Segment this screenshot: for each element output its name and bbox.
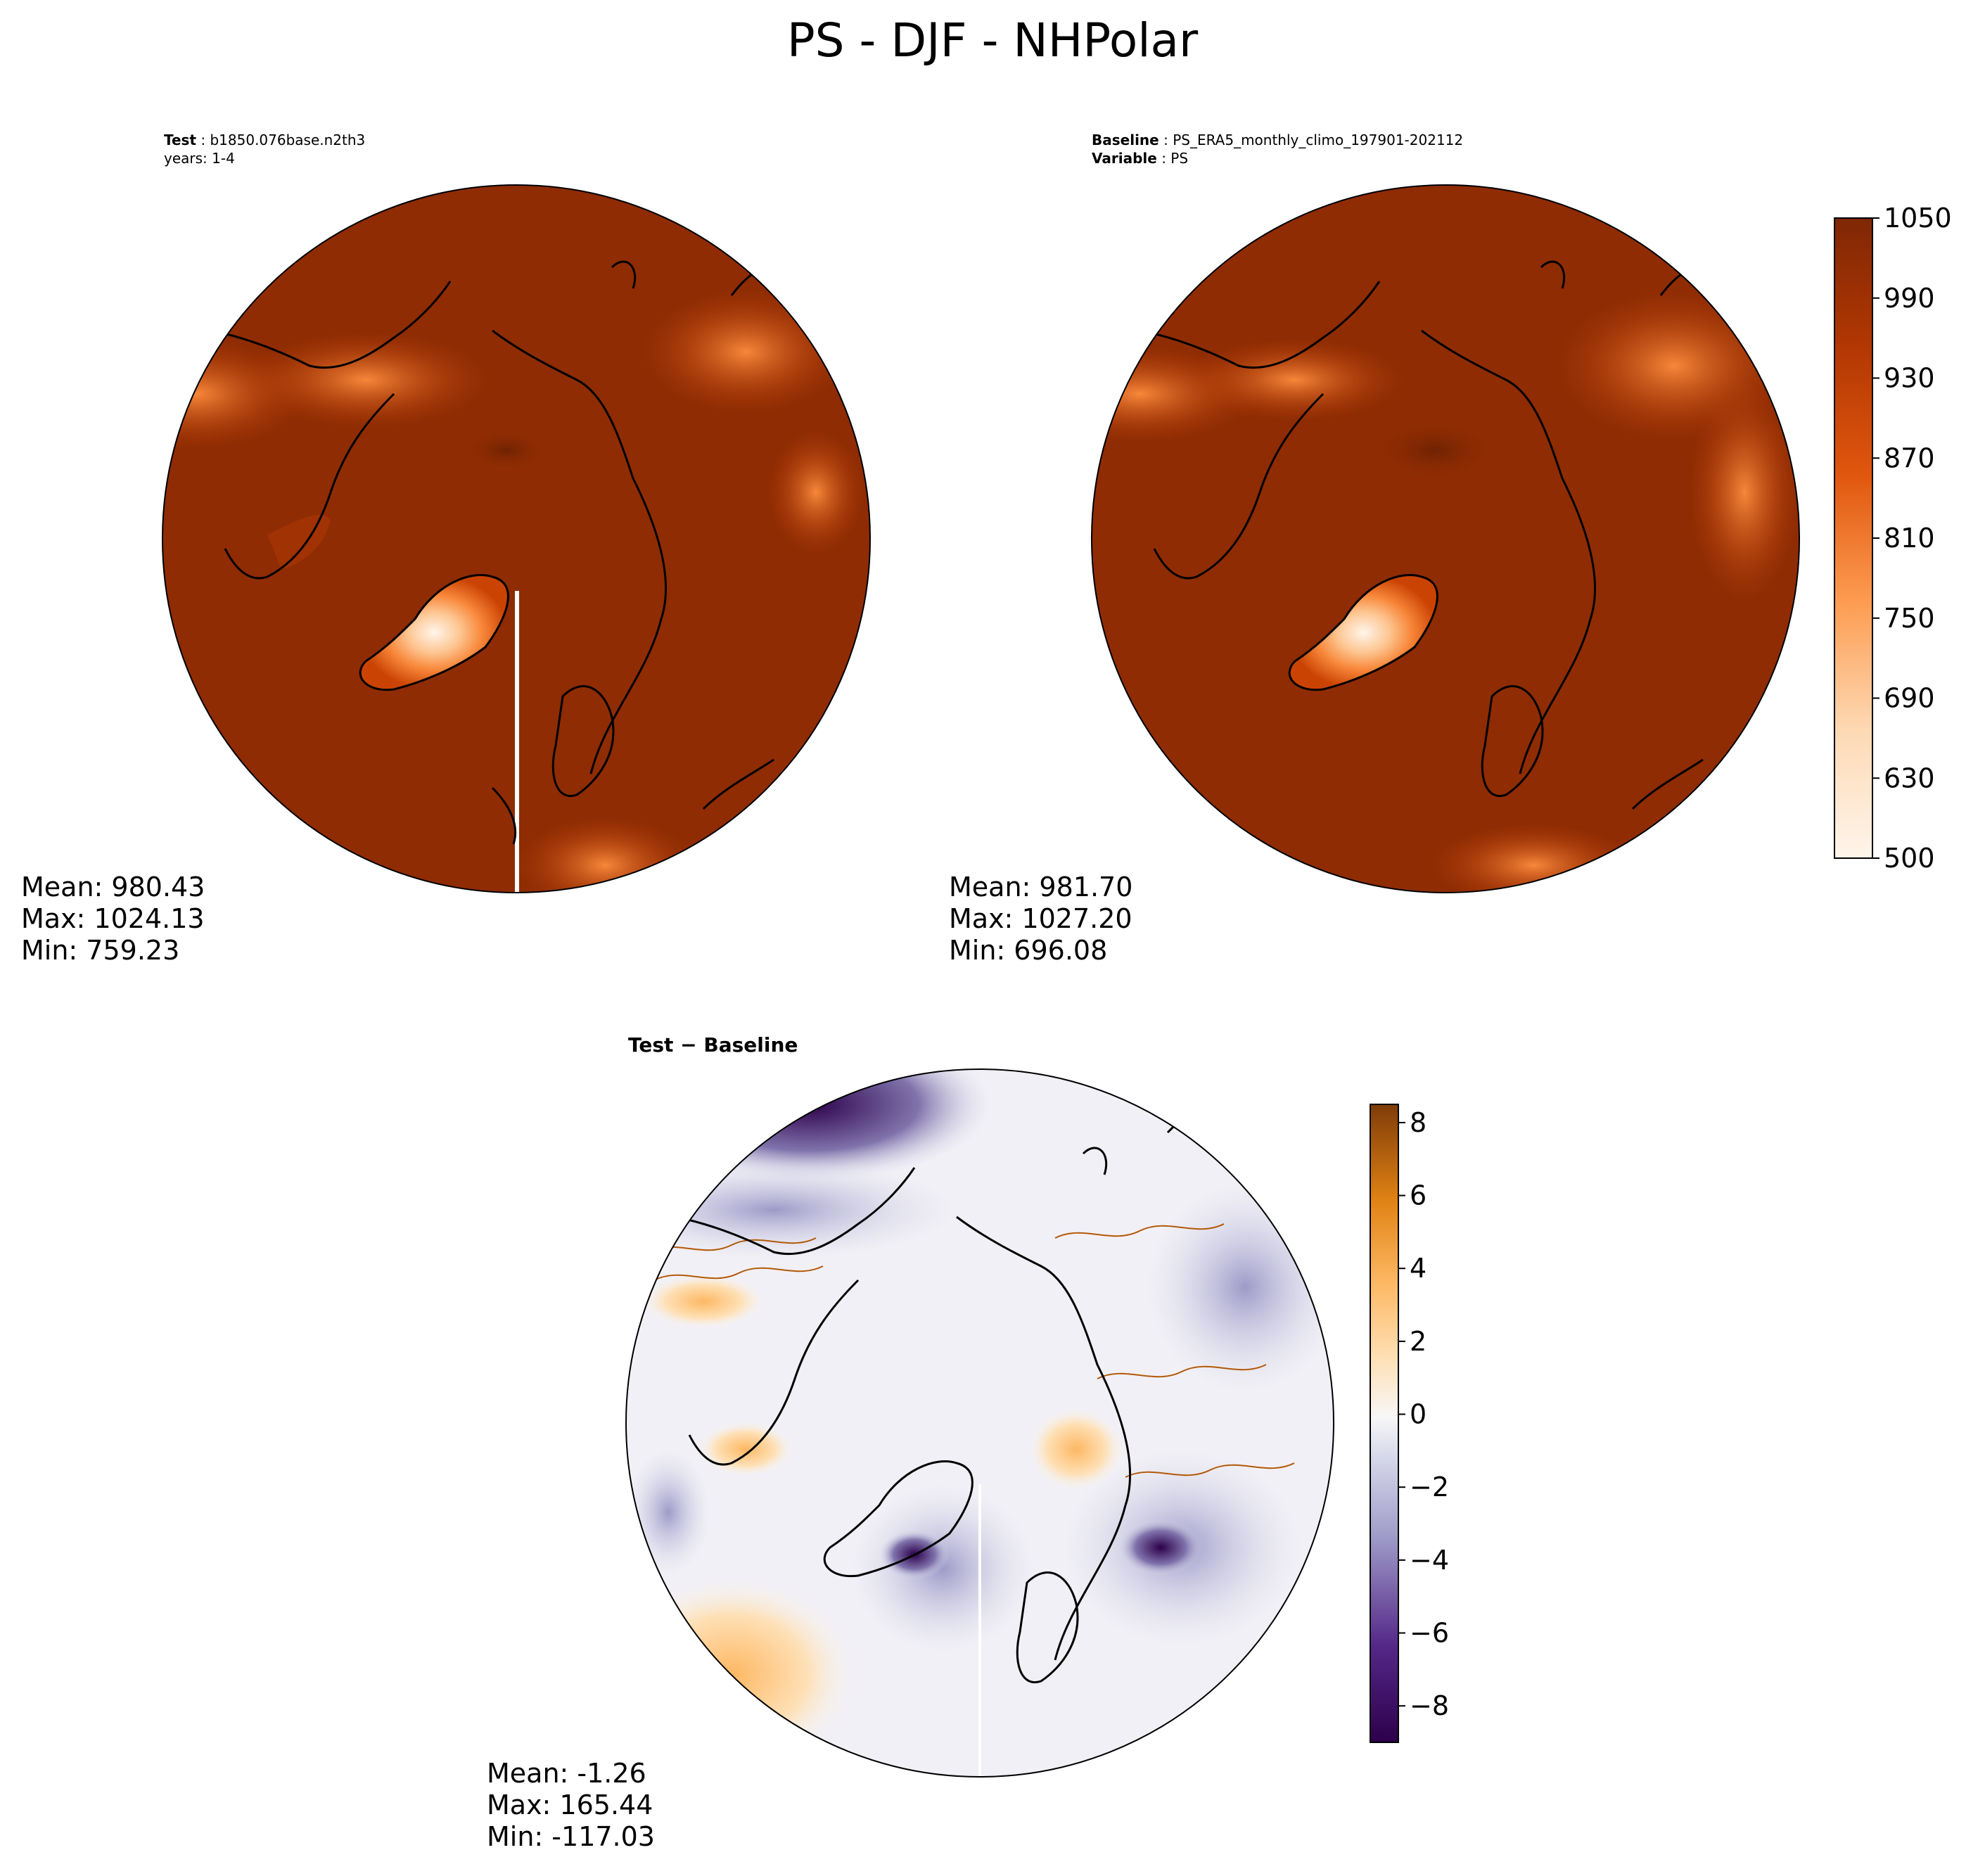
ps-tick-label: 500 bbox=[1884, 843, 1935, 874]
ps-tick-label: 690 bbox=[1884, 683, 1935, 714]
baseline-header-line-2: Variable : PS bbox=[1092, 150, 1188, 167]
difference-colorbar-fill bbox=[1370, 1104, 1399, 1743]
test-sep: : bbox=[196, 132, 210, 148]
difference-tick-label: 6 bbox=[1410, 1180, 1426, 1211]
ps-colorbar-fill bbox=[1834, 217, 1873, 859]
difference-panel: Test − Baseline bbox=[487, 1033, 1449, 1852]
test-label: Test bbox=[164, 132, 196, 148]
test-map-border bbox=[162, 184, 871, 893]
baseline-max: Max: 1027.20 bbox=[949, 903, 1132, 934]
difference-tick-label: 2 bbox=[1410, 1326, 1426, 1357]
baseline-sep: : bbox=[1159, 132, 1173, 148]
ps-tick-label: 810 bbox=[1884, 523, 1935, 554]
difference-max: Max: 165.44 bbox=[487, 1789, 653, 1820]
test-max: Max: 1024.13 bbox=[21, 903, 205, 934]
ps-colorbar-ticks: 1050 990 930 870 810 750 690 630 500 bbox=[1872, 203, 1952, 874]
figure-title: PS - DJF - NHPolar bbox=[787, 13, 1199, 68]
baseline-panel: Baseline : PS_ERA5_monthly_climo_197901-… bbox=[949, 132, 1952, 966]
test-panel: Test : b1850.076base.n2th3 years: 1-4 bbox=[21, 132, 871, 966]
ps-tick-label: 630 bbox=[1884, 762, 1935, 793]
ps-tick-label: 990 bbox=[1884, 283, 1935, 314]
baseline-header-line-1: Baseline : PS_ERA5_monthly_climo_197901-… bbox=[1092, 132, 1463, 148]
ps-tick-label: 1050 bbox=[1884, 203, 1952, 234]
difference-tick-label: −4 bbox=[1410, 1545, 1449, 1576]
difference-tick-label: −6 bbox=[1410, 1618, 1449, 1649]
test-coastlines bbox=[210, 260, 782, 845]
variable-sep: : bbox=[1157, 150, 1170, 167]
difference-map-border bbox=[625, 1068, 1334, 1778]
baseline-label: Baseline bbox=[1092, 132, 1159, 148]
baseline-coastlines bbox=[1140, 260, 1711, 810]
difference-colorbar: 8 6 4 2 0 −2 −4 −6 −8 bbox=[1370, 1104, 1449, 1743]
ps-tick-label: 750 bbox=[1884, 603, 1935, 634]
baseline-case-name: PS_ERA5_monthly_climo_197901-202112 bbox=[1173, 132, 1463, 148]
difference-mean: Mean: -1.26 bbox=[487, 1758, 646, 1789]
difference-map bbox=[626, 1069, 1334, 1777]
difference-tick-label: 8 bbox=[1410, 1107, 1426, 1138]
baseline-min: Min: 696.08 bbox=[949, 935, 1107, 966]
baseline-mean: Mean: 981.70 bbox=[949, 872, 1132, 902]
test-years: years: 1-4 bbox=[164, 150, 235, 167]
difference-tick-label: −2 bbox=[1410, 1472, 1449, 1502]
test-map bbox=[162, 185, 870, 893]
variable-name: PS bbox=[1170, 150, 1188, 167]
baseline-map bbox=[1092, 185, 1799, 893]
ps-tick-label: 870 bbox=[1884, 442, 1935, 473]
test-mean: Mean: 980.43 bbox=[21, 872, 205, 902]
test-min: Min: 759.23 bbox=[21, 935, 179, 966]
baseline-map-border bbox=[1091, 184, 1800, 893]
difference-header: Test − Baseline bbox=[628, 1033, 798, 1057]
ps-colorbar: 1050 990 930 870 810 750 690 630 500 bbox=[1834, 203, 1952, 874]
difference-tick-label: 4 bbox=[1410, 1253, 1426, 1284]
ps-tick-label: 930 bbox=[1884, 363, 1935, 394]
difference-tick-label: −8 bbox=[1410, 1690, 1449, 1721]
difference-colorbar-ticks: 8 6 4 2 0 −2 −4 −6 −8 bbox=[1398, 1107, 1449, 1721]
test-header-line-1: Test : b1850.076base.n2th3 bbox=[164, 132, 365, 148]
difference-tick-label: 0 bbox=[1410, 1399, 1426, 1430]
test-case-name: b1850.076base.n2th3 bbox=[210, 132, 365, 148]
variable-label: Variable bbox=[1092, 150, 1157, 167]
difference-min: Min: -117.03 bbox=[487, 1821, 655, 1852]
